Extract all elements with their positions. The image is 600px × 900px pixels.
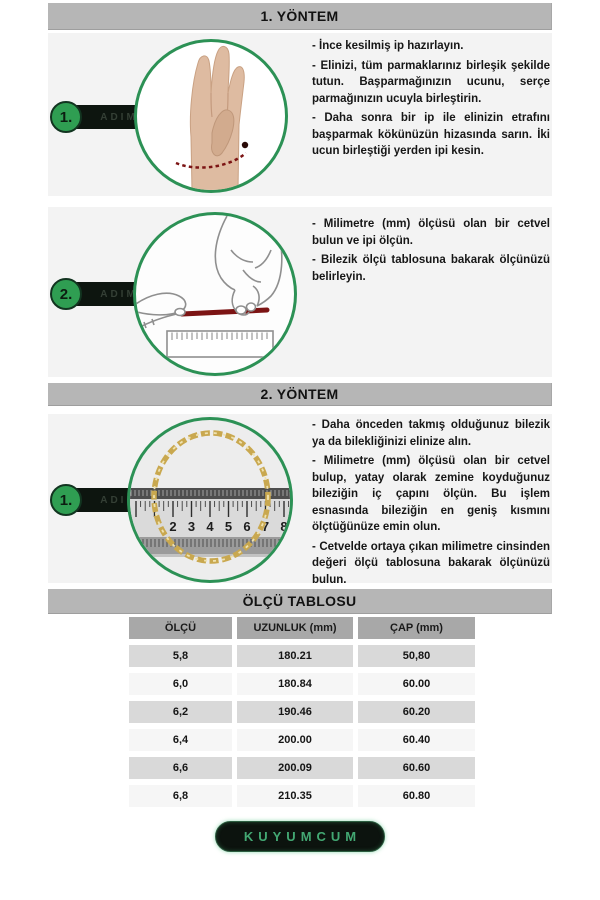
- cell-uzunluk: 200.09: [237, 757, 353, 779]
- bullet: - Elinizi, tüm parmaklarınız birleşik şe…: [312, 59, 550, 105]
- step-number: 1.: [50, 101, 82, 133]
- method1-step1-panel: ADIM 1. - İnce kesilmiş ip hazırlayın. -…: [48, 33, 552, 196]
- method2-title: 2. YÖNTEM: [260, 386, 339, 402]
- cell-olcu: 6,2: [129, 701, 232, 723]
- table-row: 6,8 210.35 60.80: [129, 785, 475, 807]
- method1-header: 1. YÖNTEM: [48, 3, 552, 30]
- ruler-number: 3: [188, 519, 195, 534]
- cell-olcu: 6,0: [129, 673, 232, 695]
- table-header-row: ÖLÇÜ UZUNLUK (mm) ÇAP (mm): [129, 617, 475, 639]
- sketch-illustration: [136, 215, 283, 358]
- cell-cap: 60.00: [358, 673, 475, 695]
- size-table-title: ÖLÇÜ TABLOSU: [242, 593, 357, 609]
- ruler-number: 5: [225, 519, 232, 534]
- ruler-number: 7: [262, 519, 269, 534]
- method1-step2-instructions: - Milimetre (mm) ölçüsü olan bir cetvel …: [312, 216, 550, 288]
- col-uzunluk: UZUNLUK (mm): [237, 617, 353, 639]
- hand-illustration: [175, 46, 249, 190]
- table-row: 6,6 200.09 60.60: [129, 757, 475, 779]
- cell-cap: 60.80: [358, 785, 475, 807]
- method1-step2-panel: ADIM 2.: [48, 207, 552, 377]
- cell-cap: 60.20: [358, 701, 475, 723]
- step-number: 2.: [50, 278, 82, 310]
- cell-olcu: 6,6: [129, 757, 232, 779]
- method2-header: 2. YÖNTEM: [48, 383, 552, 406]
- string-measure-sketch-icon: [133, 212, 297, 376]
- kuyumcum-brand-button[interactable]: KUYUMCUM: [215, 821, 385, 852]
- cell-olcu: 5,8: [129, 645, 232, 667]
- cell-uzunluk: 180.21: [237, 645, 353, 667]
- size-table-header: ÖLÇÜ TABLOSU: [48, 589, 552, 614]
- brand-button-label: KUYUMCUM: [243, 829, 362, 844]
- col-olcu: ÖLÇÜ: [129, 617, 232, 639]
- size-table-container: ÖLÇÜ UZUNLUK (mm) ÇAP (mm) 5,8 180.21 50…: [124, 611, 480, 813]
- cell-cap: 60.40: [358, 729, 475, 751]
- hand-photo-icon: [134, 39, 288, 193]
- cell-cap: 60.60: [358, 757, 475, 779]
- ruler-photo: 2 3 4 5 6 7 8: [130, 430, 290, 564]
- step-number: 1.: [50, 484, 82, 516]
- bracelet-ruler-photo-icon: 2 3 4 5 6 7 8: [127, 417, 293, 583]
- col-cap: ÇAP (mm): [358, 617, 475, 639]
- cell-uzunluk: 210.35: [237, 785, 353, 807]
- ruler-outline: [166, 330, 274, 358]
- method2-step1-instructions: - Daha önceden takmış olduğunuz bilezik …: [312, 417, 550, 591]
- cell-olcu: 6,4: [129, 729, 232, 751]
- cell-uzunluk: 180.84: [237, 673, 353, 695]
- bullet: - Daha önceden takmış olduğunuz bilezik …: [312, 419, 550, 448]
- table-row: 6,0 180.84 60.00: [129, 673, 475, 695]
- table-row: 6,2 190.46 60.20: [129, 701, 475, 723]
- bullet: - Milimetre (mm) ölçüsü olan bir cetvel …: [312, 455, 550, 533]
- method1-step1-instructions: - İnce kesilmiş ip hazırlayın. - Elinizi…: [312, 38, 550, 163]
- bullet: - Milimetre (mm) ölçüsü olan bir cetvel …: [312, 218, 550, 247]
- bullet: - Bilezik ölçü tablosuna bakarak ölçünüz…: [312, 254, 550, 283]
- cell-cap: 50,80: [358, 645, 475, 667]
- ruler-number: 6: [243, 519, 250, 534]
- ruler-number: 8: [280, 519, 287, 534]
- cell-uzunluk: 200.00: [237, 729, 353, 751]
- method1-title: 1. YÖNTEM: [260, 8, 339, 24]
- bullet: - Daha sonra bir ip ile elinizin etrafın…: [312, 112, 550, 157]
- cell-uzunluk: 190.46: [237, 701, 353, 723]
- ruler-number: 4: [206, 519, 214, 534]
- bullet: - Cetvelde ortaya çıkan milimetre cinsin…: [312, 540, 550, 586]
- method2-step1-panel: ADIM 1. 2 3: [48, 414, 552, 586]
- size-table: ÖLÇÜ UZUNLUK (mm) ÇAP (mm) 5,8 180.21 50…: [124, 611, 480, 813]
- table-row: 5,8 180.21 50,80: [129, 645, 475, 667]
- cell-olcu: 6,8: [129, 785, 232, 807]
- bullet: - İnce kesilmiş ip hazırlayın.: [312, 40, 464, 52]
- table-row: 6,4 200.00 60.40: [129, 729, 475, 751]
- string-dotted-line: [175, 152, 247, 169]
- ruler-number: 2: [169, 519, 176, 534]
